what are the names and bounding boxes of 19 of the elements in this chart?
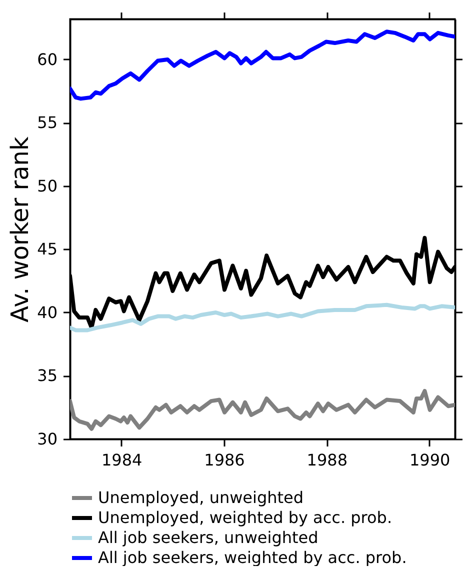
line-series — [70, 30, 455, 101]
y-tick-label: 35 — [37, 366, 58, 386]
x-tick-label: 1984 — [101, 450, 142, 470]
y-axis-title: Av. worker rank — [6, 136, 34, 322]
x-tick-label: 1986 — [204, 450, 245, 470]
x-tick-label: 1990 — [409, 450, 450, 470]
legend-label: Unemployed, weighted by acc. prob. — [98, 508, 392, 527]
y-tick-label: 45 — [37, 240, 58, 259]
y-tick-label: 50 — [37, 176, 58, 196]
x-tick-label: 1988 — [306, 450, 348, 470]
legend-label: All job seekers, unweighted — [98, 528, 318, 547]
legend-label: Unemployed, unweighted — [98, 488, 304, 507]
legend-label: All job seekers, weighted by acc. prob. — [98, 548, 407, 567]
y-tick-label: 60 — [37, 50, 58, 69]
y-tick-label: 40 — [37, 302, 58, 322]
y-tick-label: 30 — [37, 430, 58, 448]
y-tick-label: 55 — [37, 113, 58, 132]
line-series — [70, 302, 455, 332]
line-series — [70, 388, 455, 431]
